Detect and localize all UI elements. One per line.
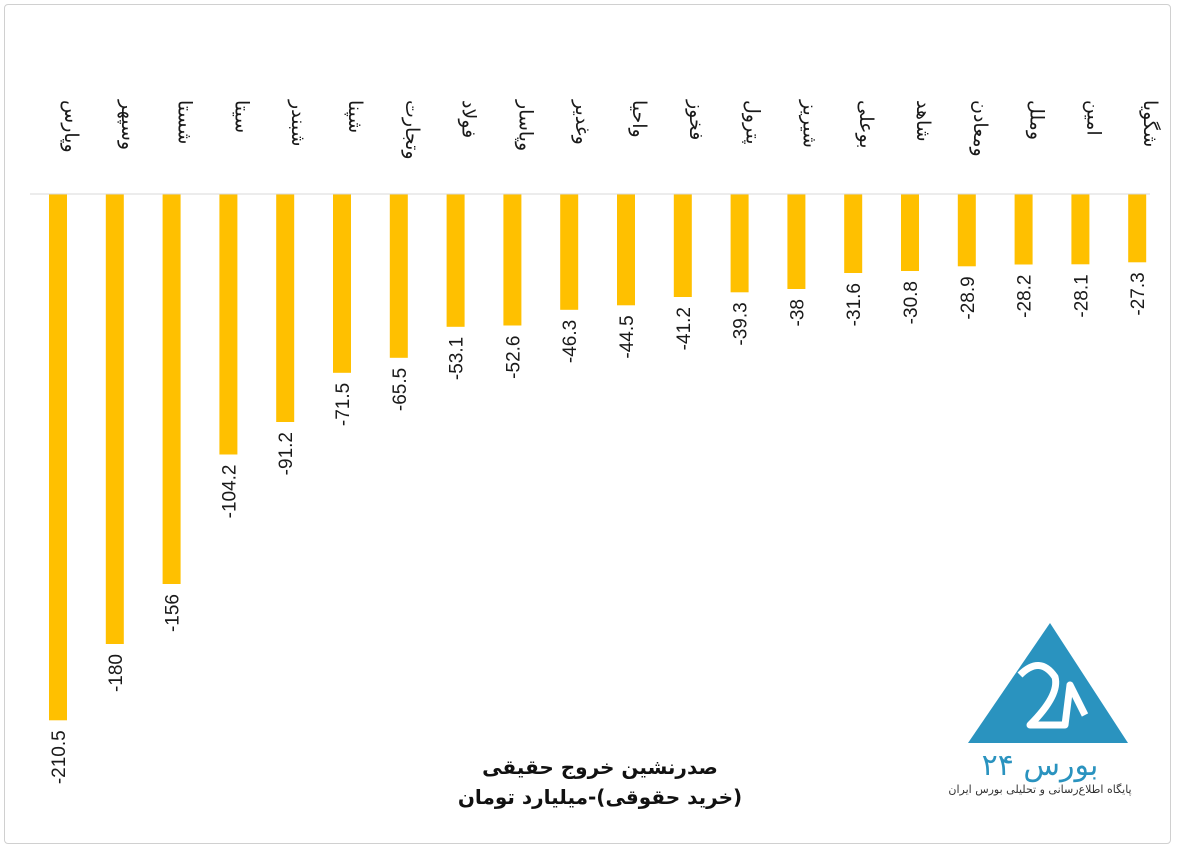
category-label: ومعادن bbox=[969, 100, 991, 157]
category-label: شستا bbox=[174, 100, 196, 144]
bar bbox=[560, 194, 579, 310]
bar bbox=[673, 194, 692, 297]
category-label: واحیا bbox=[628, 100, 650, 138]
value-label: -71.5 bbox=[333, 383, 354, 426]
category-label: فولاد bbox=[458, 100, 480, 138]
value-label: -65.5 bbox=[390, 368, 411, 411]
chart-frame bbox=[4, 4, 1171, 844]
bar bbox=[787, 194, 806, 289]
logo-triangle-icon bbox=[968, 623, 1128, 743]
value-label: -31.6 bbox=[844, 283, 865, 326]
value-label: -46.3 bbox=[560, 320, 581, 363]
bar bbox=[730, 194, 749, 293]
value-label: -91.2 bbox=[276, 432, 297, 475]
chart-title-line-2: (خرید حقوقی)-میلیارد تومان bbox=[457, 785, 743, 809]
bar bbox=[957, 194, 976, 267]
bar bbox=[1014, 194, 1033, 265]
bar bbox=[162, 194, 181, 584]
category-label: شاهد bbox=[912, 100, 934, 142]
category-label: شگویا bbox=[1139, 100, 1162, 147]
category-label: فخوز bbox=[685, 99, 707, 140]
logo-tagline: پایگاه اطلاع‌رسانی و تحلیلی بورس ایران bbox=[948, 783, 1132, 796]
category-label: بوعلی bbox=[855, 100, 877, 149]
value-label: -28.2 bbox=[1015, 275, 1036, 318]
value-label: -53.1 bbox=[447, 337, 468, 380]
bar bbox=[617, 194, 635, 306]
bar bbox=[1128, 194, 1147, 263]
bar bbox=[901, 194, 919, 271]
category-label: شپنا bbox=[344, 100, 366, 133]
bar bbox=[503, 194, 522, 326]
category-label: وتجارت bbox=[401, 100, 423, 160]
category-label: وسپهر bbox=[117, 99, 139, 150]
chart-title: صدرنشین خروج حقیقی (خرید حقوقی)-میلیارد … bbox=[390, 752, 810, 812]
logo-name: بورس ۲۴ bbox=[981, 748, 1099, 783]
value-label: -28.1 bbox=[1071, 274, 1092, 317]
bar bbox=[389, 194, 408, 358]
bar bbox=[844, 194, 863, 273]
category-label: وملل bbox=[1026, 100, 1048, 140]
category-label: شبندر bbox=[287, 99, 309, 147]
category-label: سیتا bbox=[230, 100, 252, 133]
value-label: -104.2 bbox=[219, 465, 240, 519]
logo-24-glyph-icon bbox=[1017, 662, 1089, 729]
value-label: -156 bbox=[163, 594, 184, 632]
bars-layer bbox=[49, 194, 1147, 721]
labels-layer: وپارس -210.5 وسپهر -180 شستا -156 سیتا -104.2 شب… bbox=[49, 99, 1162, 784]
bar bbox=[105, 194, 124, 644]
category-label: وپارس bbox=[60, 100, 82, 153]
category-label: امین bbox=[1082, 100, 1104, 136]
value-label: -27.3 bbox=[1128, 272, 1149, 315]
bar bbox=[446, 194, 465, 327]
bar bbox=[1071, 194, 1090, 265]
value-label: -30.8 bbox=[901, 281, 922, 324]
bar bbox=[333, 194, 351, 373]
bar bbox=[276, 194, 295, 422]
logo-mark bbox=[968, 623, 1128, 743]
value-label: -44.5 bbox=[617, 315, 638, 358]
category-label: وغدیر bbox=[571, 99, 593, 145]
value-label: -210.5 bbox=[49, 730, 70, 784]
category-label: شیریز bbox=[798, 99, 820, 148]
value-label: -180 bbox=[106, 654, 127, 692]
chart-title-line-1: صدرنشین خروج حقیقی bbox=[482, 755, 718, 779]
value-label: -41.2 bbox=[674, 307, 695, 350]
bar bbox=[49, 194, 67, 721]
category-label: وپاسار bbox=[514, 99, 536, 151]
bar bbox=[219, 194, 238, 455]
value-label: -52.6 bbox=[503, 336, 524, 379]
value-label: -28.9 bbox=[958, 276, 979, 319]
value-label: -39.3 bbox=[731, 302, 752, 345]
value-label: -38 bbox=[787, 299, 808, 326]
category-label: پترول bbox=[742, 100, 764, 145]
